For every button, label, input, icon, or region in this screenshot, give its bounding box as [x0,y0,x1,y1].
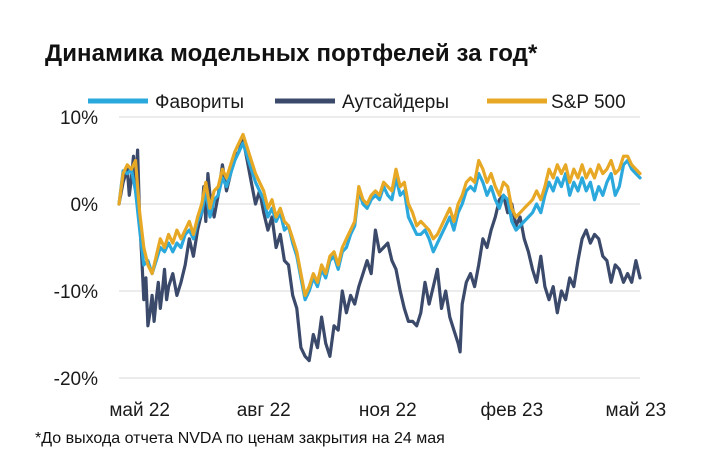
chart-title: Динамика модельных портфелей за год* [45,40,538,67]
series-lines [117,132,642,363]
y-tick-label: 0% [71,195,99,216]
legend-label: Аутсайдеры [342,92,449,113]
x-tick-label: ноя 22 [359,400,417,421]
legend-label: Фавориты [155,92,244,113]
footnote: *До выхода отчета NVDA по ценам закрытия… [35,430,445,447]
axes: 10% 0% -10% -20% май 22 авг 22 ноя 22 фев 23 май… [54,108,667,421]
x-tick-label: фев 23 [480,400,543,421]
x-tick-label: май 23 [606,400,667,421]
series-line-1 [117,137,642,363]
y-tick-label: 10% [60,108,98,129]
x-tick-label: авг 22 [237,400,291,421]
x-tick-label: май 22 [109,400,170,421]
legend-label: S&P 500 [551,92,626,113]
y-tick-label: -10% [54,282,98,303]
legend: Фавориты Аутсайдеры S&P 500 [88,92,626,113]
series-line-2 [117,132,642,297]
y-tick-label: -20% [54,369,98,390]
